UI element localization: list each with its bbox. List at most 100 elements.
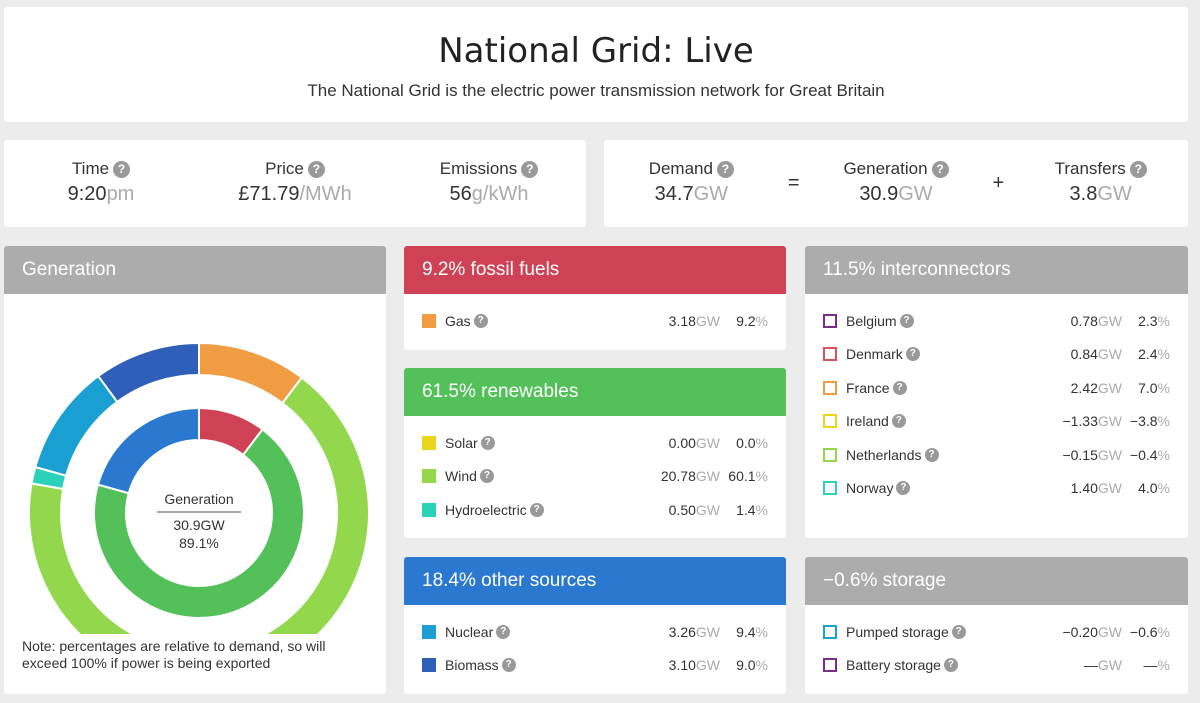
legend-swatch bbox=[823, 658, 837, 673]
help-icon[interactable]: ? bbox=[899, 313, 914, 328]
source-pct-value: 2.4 bbox=[1138, 346, 1158, 363]
source-row: Gas? 3.18GW 9.2% bbox=[422, 304, 768, 338]
source-gw: −0.15GW bbox=[1062, 447, 1122, 463]
help-icon[interactable]: ? bbox=[716, 160, 734, 178]
help-icon[interactable]: ? bbox=[501, 658, 516, 673]
gw-unit: GW bbox=[1097, 480, 1122, 497]
source-name-label: Belgium bbox=[846, 312, 897, 329]
source-pct: 4.0% bbox=[1122, 480, 1170, 496]
help-icon[interactable]: ? bbox=[896, 481, 911, 496]
help-icon[interactable]: ? bbox=[931, 160, 949, 178]
center-gw: 30.9GW bbox=[173, 517, 225, 533]
source-pct-value: 9.2 bbox=[736, 312, 756, 329]
source-name: Wind? bbox=[445, 468, 494, 484]
source-name: Biomass? bbox=[445, 657, 516, 673]
source-name-label: Denmark bbox=[846, 346, 903, 363]
help-icon[interactable]: ? bbox=[891, 414, 906, 429]
pct-unit: % bbox=[1157, 623, 1170, 640]
source-gw: 3.10GW bbox=[669, 657, 720, 673]
outer-slice-nuclear[interactable] bbox=[34, 374, 119, 477]
source-pct-value: −3.8 bbox=[1129, 413, 1158, 430]
renewables-panel: 61.5% renewables Solar? 0.00GW 0.0% Wind? 20.… bbox=[404, 368, 786, 538]
source-pct-value: 2.3 bbox=[1138, 312, 1158, 329]
help-icon[interactable]: ? bbox=[307, 160, 325, 178]
source-name-label: Hydroelectric bbox=[445, 501, 527, 518]
source-gw: 20.78GW bbox=[661, 468, 720, 484]
emissions-unit: g/kWh bbox=[471, 183, 529, 205]
help-icon[interactable]: ? bbox=[951, 624, 966, 639]
source-name-label: Netherlands bbox=[846, 446, 922, 463]
help-icon[interactable]: ? bbox=[479, 469, 494, 484]
pct-unit: % bbox=[1157, 657, 1170, 674]
source-name: Norway? bbox=[846, 480, 911, 496]
source-pct: 0.0% bbox=[720, 435, 768, 451]
outer-slice-gas[interactable] bbox=[198, 341, 304, 405]
source-row: Belgium? 0.78GW 2.3% bbox=[823, 304, 1170, 338]
source-row: Nuclear? 3.26GW 9.4% bbox=[422, 615, 768, 649]
source-pct: −3.8% bbox=[1122, 413, 1170, 429]
source-row: Biomass? 3.10GW 9.0% bbox=[422, 649, 768, 683]
help-icon[interactable]: ? bbox=[905, 347, 920, 362]
fossil-fuels-panel: 9.2% fossil fuels Gas? 3.18GW 9.2% bbox=[404, 246, 786, 350]
source-name: Nuclear? bbox=[445, 623, 511, 640]
market-stats-bar: Time? 9:20pm Price? £71.79/MWh Emissions… bbox=[4, 140, 586, 227]
outer-slice-hydroelectric[interactable] bbox=[30, 465, 68, 491]
source-gw-value: 2.42 bbox=[1070, 379, 1098, 396]
source-row: Netherlands? −0.15GW −0.4% bbox=[823, 438, 1170, 472]
equals-sign: = bbox=[787, 172, 800, 194]
help-icon[interactable]: ? bbox=[924, 447, 939, 462]
time-stat: Time? 9:20pm bbox=[4, 140, 198, 227]
demand-unit: GW bbox=[693, 183, 729, 205]
help-icon[interactable]: ? bbox=[521, 160, 539, 178]
interconnectors-panel-header: 11.5% interconnectors bbox=[805, 246, 1188, 294]
inner-slice-fossil-fuels[interactable] bbox=[198, 406, 264, 457]
source-pct-value: 9.4 bbox=[736, 623, 756, 640]
source-name-label: France bbox=[846, 379, 890, 396]
demand-stat: Demand? 34.7GW bbox=[604, 140, 779, 227]
legend-swatch bbox=[422, 502, 436, 517]
help-icon[interactable]: ? bbox=[943, 658, 958, 673]
header-card: National Grid: Live The National Grid is… bbox=[4, 7, 1188, 122]
outer-slice-wind[interactable] bbox=[28, 376, 370, 634]
source-gw-value: 20.78 bbox=[660, 468, 696, 485]
source-pct: 2.4% bbox=[1122, 346, 1170, 362]
source-name-label: Solar bbox=[445, 434, 478, 451]
pct-unit: % bbox=[1157, 446, 1170, 463]
interconnectors-list: Belgium? 0.78GW 2.3% Denmark? 0.84 GW 2.4% Fran… bbox=[805, 294, 1188, 505]
help-icon[interactable]: ? bbox=[529, 502, 544, 517]
source-name-label: Nuclear bbox=[445, 623, 494, 640]
legend-swatch bbox=[823, 481, 837, 496]
help-icon[interactable]: ? bbox=[892, 380, 907, 395]
source-pct: −0.6% bbox=[1122, 624, 1170, 640]
legend-swatch bbox=[823, 414, 837, 429]
source-gw-value: 3.10 bbox=[668, 657, 696, 674]
source-pct: −0.4% bbox=[1122, 447, 1170, 463]
price-value: £71.79 bbox=[238, 183, 300, 205]
plus-sign: + bbox=[992, 172, 1005, 194]
help-icon[interactable]: ? bbox=[1129, 160, 1147, 178]
source-gw-value: 0.84 bbox=[1070, 346, 1098, 363]
gw-unit: GW bbox=[1097, 657, 1122, 674]
source-gw: 1.40GW bbox=[1071, 480, 1122, 496]
inner-slice-renewables[interactable] bbox=[93, 427, 305, 619]
storage-panel-header: −0.6% storage bbox=[805, 557, 1188, 605]
source-row: Battery storage? —GW —% bbox=[823, 649, 1170, 683]
help-icon[interactable]: ? bbox=[496, 624, 511, 639]
price-stat: Price? £71.79/MWh bbox=[198, 140, 392, 227]
source-pct: 60.1% bbox=[720, 468, 768, 484]
outer-slice-biomass[interactable] bbox=[96, 341, 200, 404]
inner-slice-other-sources[interactable] bbox=[96, 406, 200, 495]
source-row: France? 2.42GW 7.0% bbox=[823, 371, 1170, 405]
legend-swatch bbox=[422, 624, 436, 639]
source-gw-value: 0.50 bbox=[668, 501, 696, 518]
source-pct-value: 0.0 bbox=[736, 434, 756, 451]
help-icon[interactable]: ? bbox=[480, 435, 495, 450]
help-icon[interactable]: ? bbox=[473, 313, 488, 328]
other-list: Nuclear? 3.26GW 9.4% Biomass? 3.10GW 9.0% bbox=[404, 605, 786, 682]
source-name: Battery storage? bbox=[846, 657, 958, 673]
source-pct: 9.4% bbox=[720, 624, 768, 640]
transfers-label: Transfers bbox=[1054, 159, 1126, 178]
help-icon[interactable]: ? bbox=[113, 160, 131, 178]
generation-unit: GW bbox=[898, 183, 933, 205]
source-name-label: Battery storage bbox=[846, 657, 941, 674]
